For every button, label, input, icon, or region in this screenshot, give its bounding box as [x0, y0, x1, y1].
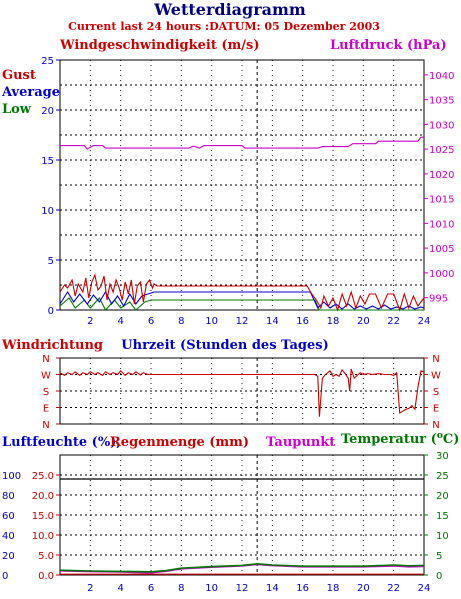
pressure-tick-label: 1030: [429, 120, 454, 131]
humidity-axis-title: Luftfeuchte (%),: [2, 435, 121, 450]
env-x-tick-label: 14: [266, 583, 279, 594]
env-x-tick-label: 10: [205, 583, 218, 594]
wind-left-tick-label: 15: [41, 156, 54, 167]
wind-x-tick-label: 22: [387, 316, 400, 327]
wind-x-tick-label: 16: [296, 316, 309, 327]
humidity-tick-label: 80: [2, 491, 15, 502]
wind-x-tick-label: 20: [357, 316, 370, 327]
pressure-tick-label: 1035: [429, 96, 454, 107]
rain-tick-label: 0.0: [38, 571, 54, 582]
env-x-tick-label: 12: [236, 583, 249, 594]
wind-direction-title: Windrichtung: [1, 338, 103, 353]
chart-title: Wetterdiagramm: [153, 0, 306, 19]
legend-average: Average: [1, 85, 60, 100]
rain-tick-label: 25.0: [32, 471, 54, 482]
chart-marks: 0510152025995100010051010101510201025103…: [2, 56, 454, 594]
dir-left-tick-label: N: [42, 420, 49, 431]
wind-plot-frame: [59, 59, 425, 311]
humidity-tick-label: 0: [2, 571, 8, 582]
env-x-tick-label: 6: [148, 583, 154, 594]
dir-left-tick-label: N: [42, 354, 49, 365]
env-x-tick-label: 2: [87, 583, 93, 594]
humidity-tick-label: 100: [2, 471, 21, 482]
pressure-tick-label: 1005: [429, 244, 454, 255]
wind-x-tick-label: 14: [266, 316, 279, 327]
humidity-tick-label: 40: [2, 531, 15, 542]
temperature-line: [59, 562, 425, 573]
pressure-tick-label: 1040: [429, 71, 454, 82]
temperature-tick-label: 0: [436, 571, 442, 582]
wind-direction-line: [59, 368, 425, 417]
temperature-title-text: Temperatur (: [341, 432, 437, 447]
rain-tick-label: 15.0: [32, 511, 54, 522]
dir-left-tick-label: W: [41, 371, 51, 382]
temperature-title: Temperatur (oC): [341, 431, 459, 447]
dir-right-tick-label: N: [432, 354, 439, 365]
pressure-axis-title: Luftdruck (hPa): [330, 38, 447, 53]
wind-x-tick-label: 6: [148, 316, 154, 327]
humidity-tick-label: 20: [2, 551, 15, 562]
env-x-tick-label: 4: [117, 583, 123, 594]
wind-left-tick-label: 20: [41, 106, 54, 117]
env-x-tick-label: 20: [357, 583, 370, 594]
env-x-tick-label: 16: [296, 583, 309, 594]
wind-speed-axis-title: Windgeschwindigkeit (m/s): [59, 38, 259, 53]
wind-left-tick-label: 5: [48, 256, 54, 267]
temperature-degree-symbol: o: [437, 431, 443, 441]
env-x-tick-label: 24: [418, 583, 431, 594]
pressure-tick-label: 1010: [429, 219, 454, 230]
rain-tick-label: 5.0: [38, 551, 54, 562]
rain-tick-label: 10.0: [32, 531, 54, 542]
temperature-tick-label: 20: [436, 491, 449, 502]
temperature-tick-label: 15: [436, 511, 449, 522]
temperature-tick-label: 30: [436, 451, 449, 462]
average-line: [59, 290, 425, 310]
temperature-tick-label: 10: [436, 531, 449, 542]
chart-subtitle: Current last 24 hours :DATUM: 05 Dezembe…: [68, 20, 380, 33]
pressure-tick-label: 1020: [429, 170, 454, 181]
pressure-tick-label: 1015: [429, 195, 454, 206]
dir-left-tick-label: S: [43, 387, 49, 398]
rain-axis-title: Regenmenge (mm): [110, 435, 249, 450]
dewpoint-title: Taupunkt: [266, 435, 335, 450]
humidity-tick-label: 60: [2, 511, 15, 522]
wind-x-tick-label: 10: [205, 316, 218, 327]
pressure-tick-label: 1000: [429, 269, 454, 280]
wind-x-tick-label: 8: [178, 316, 184, 327]
env-x-tick-label: 22: [387, 583, 400, 594]
pressure-tick-label: 995: [429, 294, 448, 305]
legend-gust: Gust: [2, 68, 36, 83]
wind-x-tick-label: 12: [236, 316, 249, 327]
temperature-unit: C): [443, 432, 460, 447]
rain-tick-label: 20.0: [32, 491, 54, 502]
dir-right-tick-label: W: [431, 371, 441, 382]
dir-left-tick-label: E: [43, 404, 49, 415]
wind-x-tick-label: 24: [418, 316, 431, 327]
wind-left-tick-label: 25: [41, 56, 54, 67]
wind-left-tick-label: 0: [48, 306, 54, 317]
env-x-tick-label: 8: [178, 583, 184, 594]
dir-right-tick-label: S: [433, 387, 439, 398]
legend-low: Low: [2, 102, 32, 117]
dir-right-tick-label: N: [432, 420, 439, 431]
dir-right-tick-label: E: [433, 404, 439, 415]
temperature-tick-label: 25: [436, 471, 449, 482]
gust-line: [59, 273, 425, 312]
wind-x-tick-label: 2: [87, 316, 93, 327]
env-x-tick-label: 18: [327, 583, 340, 594]
wind-x-tick-label: 4: [117, 316, 123, 327]
low-line: [59, 297, 424, 311]
time-axis-title: Uhrzeit (Stunden des Tages): [121, 338, 328, 353]
temperature-tick-label: 5: [436, 551, 442, 562]
wind-left-tick-label: 10: [41, 206, 54, 217]
pressure-line: [60, 136, 424, 150]
wind-x-tick-label: 18: [327, 316, 340, 327]
pressure-tick-label: 1025: [429, 145, 454, 156]
